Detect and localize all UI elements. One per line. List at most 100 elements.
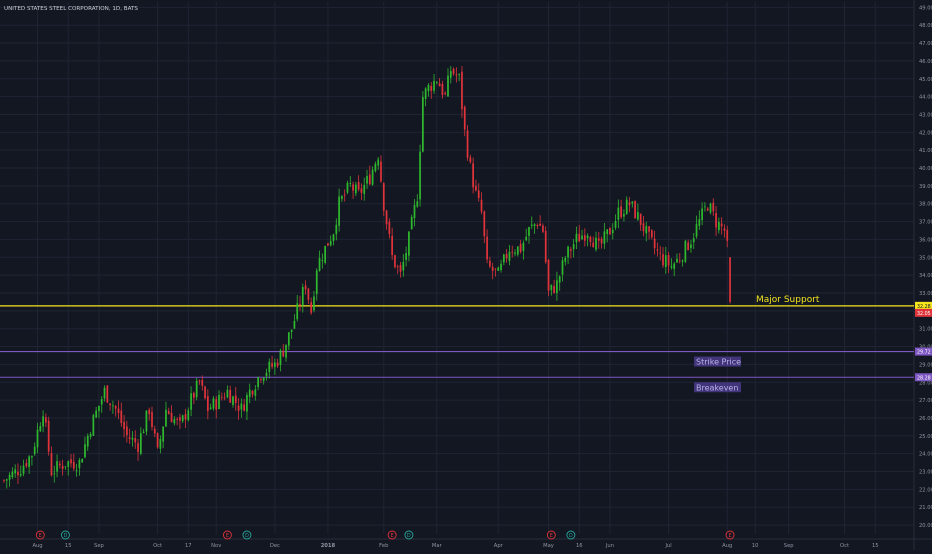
candle — [385, 209, 388, 230]
price-tick-label: 20.00 — [919, 523, 932, 529]
candle-body — [662, 254, 664, 266]
candle — [304, 280, 307, 295]
candle-body — [260, 379, 262, 381]
candle — [338, 188, 340, 232]
candle — [285, 344, 287, 362]
candle-body — [137, 443, 139, 452]
candle — [536, 223, 539, 229]
candle — [237, 398, 240, 420]
candle-body — [606, 229, 609, 235]
candle-body — [653, 238, 656, 249]
candle-body — [209, 407, 212, 410]
candle-body — [472, 163, 474, 188]
candle — [195, 377, 198, 401]
candle-body — [603, 231, 606, 244]
price-tick-label: 36.00 — [919, 237, 932, 243]
price-tick-label: 33.00 — [919, 291, 932, 297]
candle-body — [416, 201, 419, 207]
candle — [564, 255, 567, 266]
candle-body — [463, 106, 466, 130]
earnings-event-icon[interactable]: E — [35, 530, 45, 540]
candle — [3, 479, 5, 483]
candle-body — [410, 216, 413, 230]
candle-body — [726, 230, 729, 241]
candle — [329, 235, 332, 247]
event-marker-circle — [546, 530, 556, 540]
candle-body — [324, 245, 326, 263]
candle — [335, 218, 338, 241]
candle-body — [285, 344, 287, 358]
candle-body — [497, 267, 500, 271]
candle-body — [399, 264, 402, 272]
candle — [519, 240, 522, 254]
candle — [156, 432, 159, 449]
candle-body — [553, 285, 555, 293]
candle — [198, 379, 201, 385]
candle-body — [287, 332, 290, 346]
dividend-event-icon[interactable]: D — [60, 530, 70, 540]
candle-body — [449, 71, 452, 78]
earnings-event-icon[interactable]: E — [222, 530, 232, 540]
earnings-event-icon[interactable]: E — [387, 530, 397, 540]
earnings-event-icon[interactable]: E — [546, 530, 556, 540]
candle-body — [718, 221, 720, 231]
price-tick-label: 31.00 — [919, 327, 932, 333]
candle — [472, 157, 474, 194]
candle-body — [120, 410, 123, 424]
candle — [706, 206, 709, 212]
candle-body — [491, 266, 494, 271]
candle-body — [550, 284, 553, 291]
price-levels — [0, 305, 914, 378]
time-tick-label: May — [543, 543, 554, 549]
level-label-box — [694, 382, 741, 393]
time-tick-label: 17 — [185, 543, 192, 549]
candle — [394, 254, 396, 269]
candle-body — [402, 262, 405, 271]
candle — [254, 384, 257, 401]
candle — [354, 181, 357, 197]
event-marker-letter: D — [569, 533, 573, 539]
candle-body — [382, 183, 385, 211]
candle — [134, 430, 137, 449]
candle-body — [134, 438, 137, 443]
candle-body — [712, 202, 715, 212]
candle-body — [704, 206, 706, 208]
candle-body — [58, 463, 61, 466]
dividend-event-icon[interactable]: D — [404, 530, 414, 540]
candle-body — [681, 260, 684, 262]
candle — [346, 180, 349, 195]
candle — [477, 183, 480, 202]
candle — [92, 413, 95, 436]
candle-body — [246, 395, 248, 412]
candle — [243, 398, 246, 412]
candle-body — [98, 405, 100, 412]
dividend-event-icon[interactable]: D — [566, 530, 576, 540]
candle — [274, 358, 276, 375]
candle-body — [181, 415, 184, 422]
price-tick-label: 39.00 — [919, 184, 932, 190]
time-tick-label: 2018 — [321, 543, 336, 549]
candle-body — [304, 285, 307, 290]
candle-body — [109, 403, 111, 406]
candle-body — [525, 236, 528, 241]
event-marker-circle — [60, 530, 70, 540]
candle-body — [469, 157, 472, 163]
candle — [542, 223, 544, 234]
candle — [690, 239, 692, 253]
candle-body — [687, 242, 690, 251]
earnings-event-icon[interactable]: E — [725, 530, 735, 540]
candle-body — [170, 412, 173, 423]
candle — [22, 459, 25, 477]
candle — [416, 194, 419, 208]
dividend-event-icon[interactable]: D — [242, 530, 252, 540]
candle — [176, 417, 178, 426]
candle — [223, 392, 226, 401]
time-axis[interactable]: Aug 15 Sep Oct 17 Nov Dec 2018 Feb Mar Apr May 16 Jun… — [32, 543, 878, 549]
candle-body — [511, 251, 514, 253]
price-axis[interactable]: 49.00 48.00 47.00 46.00 45.00 44.00 43.00 42.00… — [915, 5, 932, 529]
candle-body — [81, 458, 84, 463]
candle — [53, 465, 56, 483]
candle-body — [634, 201, 636, 219]
